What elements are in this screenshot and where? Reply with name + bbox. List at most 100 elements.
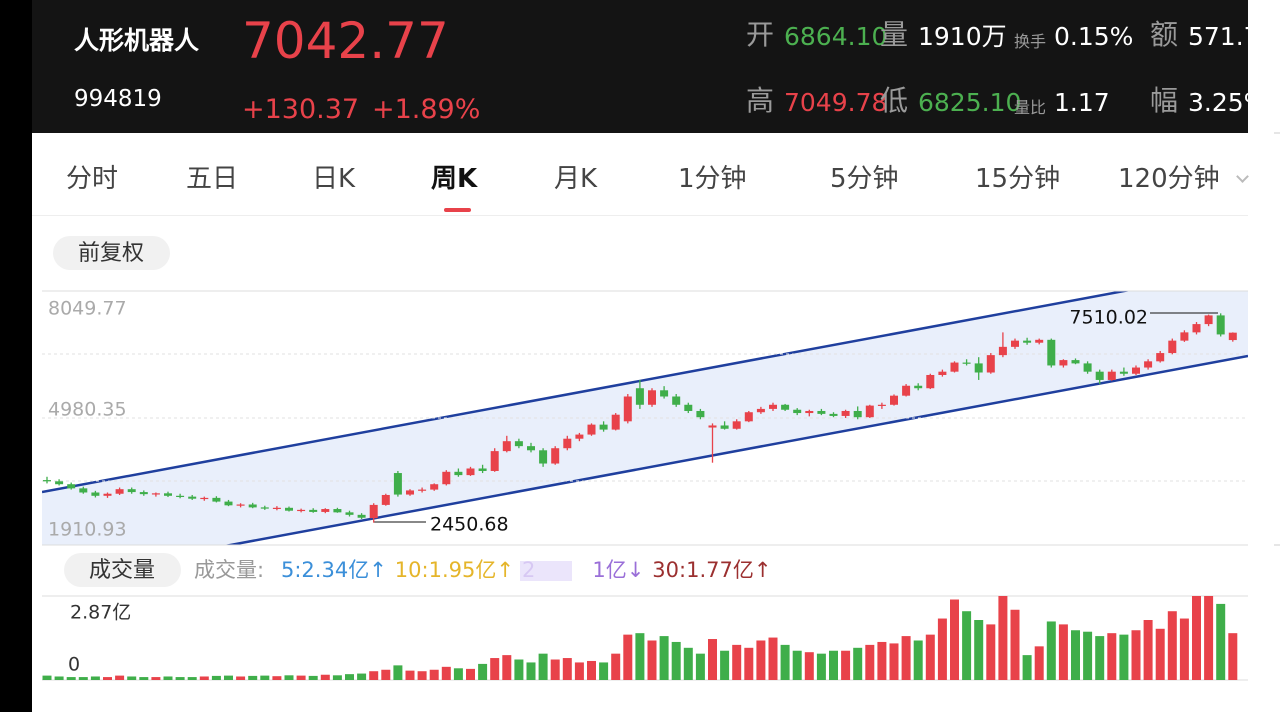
candle-body: [200, 497, 209, 500]
candle-body: [865, 405, 874, 418]
volume-bar: [901, 636, 911, 680]
candle-body: [309, 509, 318, 512]
candle-body: [539, 450, 548, 464]
y-tick-label: 4980.35: [48, 399, 127, 421]
volume-bar: [1167, 611, 1177, 680]
volume-bar: [1022, 655, 1032, 680]
candle-body: [176, 495, 185, 498]
volume-bar: [1143, 620, 1153, 680]
tab[interactable]: 15分钟: [975, 164, 1061, 194]
candle-body: [430, 484, 439, 490]
stat-label: 高: [746, 84, 775, 117]
volume-button-label[interactable]: 成交量: [89, 558, 155, 583]
tab[interactable]: 120分钟: [1118, 164, 1220, 194]
volume-bar: [514, 659, 524, 680]
volume-bar: [877, 641, 887, 680]
candle-body: [1059, 360, 1068, 366]
volume-button[interactable]: [64, 553, 181, 587]
volume-bar: [308, 675, 318, 680]
volume-bar: [42, 675, 52, 680]
candle-body: [115, 489, 124, 494]
volume-bar: [175, 677, 185, 680]
candle-body: [805, 410, 814, 414]
volume-bar: [381, 669, 391, 680]
volume-bar: [369, 671, 379, 680]
volume-bar: [695, 653, 705, 680]
stat-label: 换手: [1014, 32, 1047, 51]
tab[interactable]: 五日: [186, 164, 239, 194]
candle-body: [357, 514, 366, 518]
volume-bar: [163, 676, 173, 680]
candle-body: [1035, 339, 1044, 343]
volume-bar: [599, 662, 609, 680]
volume-bar: [720, 650, 730, 680]
volume-bar: [1058, 624, 1068, 680]
stat-value: 1.17: [1054, 88, 1110, 117]
legend-entry: 30:1.77亿↑: [652, 558, 771, 582]
stat-label: 量: [880, 18, 909, 51]
candle-body: [478, 468, 487, 471]
tab[interactable]: 5分钟: [830, 164, 899, 194]
tab[interactable]: 分时: [66, 164, 119, 194]
volume-bar: [538, 653, 548, 680]
volume-bar: [320, 674, 330, 680]
volume-bar: [998, 596, 1008, 680]
candle-body: [587, 424, 596, 435]
candle-body: [321, 509, 330, 512]
volume-bar: [103, 677, 112, 680]
y-tick-label: 2.87亿: [70, 602, 131, 624]
candle-body: [1204, 315, 1213, 325]
candle-body: [1107, 371, 1116, 380]
candle-body: [877, 404, 886, 406]
candle-body: [91, 492, 100, 496]
volume-bar: [1131, 630, 1141, 680]
volume-bar: [683, 647, 693, 680]
volume-bar: [66, 677, 76, 680]
volume-bar: [441, 666, 451, 680]
volume-bar: [453, 668, 463, 680]
volume-bar: [236, 676, 246, 680]
candle-body: [1144, 361, 1153, 368]
volume-bar: [756, 640, 766, 680]
candle-body: [575, 434, 584, 439]
candle-body: [914, 385, 923, 389]
tab[interactable]: 日K: [312, 164, 356, 194]
tab[interactable]: 月K: [554, 164, 598, 194]
candle-body: [490, 451, 499, 471]
volume-bar: [151, 677, 161, 680]
volume-bar: [296, 675, 306, 680]
volume-bar: [925, 634, 935, 680]
left-bar: [0, 0, 32, 712]
stat-value: 1910万: [918, 22, 1007, 51]
stat-value: 0.15%: [1054, 22, 1134, 51]
volume-bar: [829, 650, 838, 680]
volume-bar: [744, 647, 754, 680]
volume-bar: [1071, 630, 1080, 680]
candle-body: [1083, 363, 1092, 372]
volume-bar: [1204, 596, 1214, 680]
volume-bar: [913, 640, 923, 680]
candle-body: [393, 473, 402, 495]
candle-body: [514, 441, 523, 447]
candle-body: [1156, 353, 1165, 362]
adjust-button[interactable]: [53, 236, 170, 270]
adjust-button-label[interactable]: 前复权: [78, 241, 144, 266]
candle-body: [744, 412, 753, 422]
candle-body: [527, 446, 535, 451]
candle-body: [188, 496, 197, 499]
volume-bar: [1155, 628, 1165, 680]
candle-body: [660, 390, 669, 397]
candle-body: [272, 507, 281, 510]
candle-body: [599, 424, 608, 430]
candle-body: [720, 425, 729, 429]
tab[interactable]: 1分钟: [678, 164, 747, 194]
candle-body: [769, 404, 777, 409]
stock-code: 994819: [74, 86, 162, 112]
volume-bar: [211, 675, 221, 680]
stat-label: 低: [880, 84, 909, 117]
volume-bar: [792, 650, 802, 680]
volume-bar: [187, 677, 197, 680]
candle-body: [1011, 340, 1019, 347]
volume-bar: [405, 670, 415, 680]
tab-active[interactable]: 周K: [431, 164, 478, 194]
